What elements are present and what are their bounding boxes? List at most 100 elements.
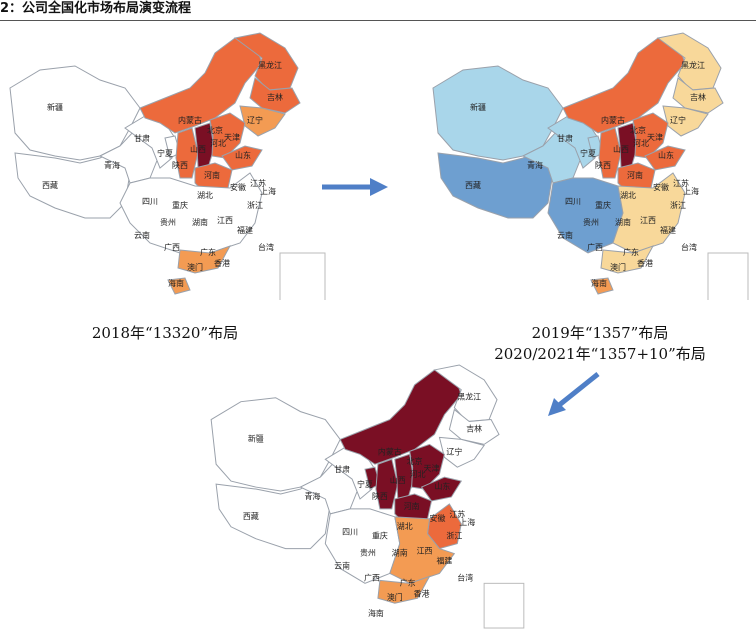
region-southwest bbox=[547, 177, 624, 254]
province-label: 广西 bbox=[164, 242, 180, 252]
region-neimenggu bbox=[562, 37, 686, 134]
region-guangdong bbox=[177, 245, 232, 274]
province-label: 重庆 bbox=[172, 200, 188, 210]
region-shaanxi bbox=[175, 127, 199, 179]
region-xizang bbox=[215, 478, 331, 550]
province-label: 新疆 bbox=[47, 102, 63, 112]
province-label: 陕西 bbox=[172, 160, 188, 170]
province-label: 浙江 bbox=[670, 200, 686, 210]
region-shandong bbox=[420, 476, 463, 502]
province-label: 西藏 bbox=[465, 180, 481, 190]
province-label: 香港 bbox=[414, 588, 430, 598]
region-guangdong bbox=[377, 575, 431, 604]
province-label: 陕西 bbox=[372, 491, 388, 501]
province-label: 台湾 bbox=[457, 572, 473, 582]
province-label: 宁夏 bbox=[157, 148, 173, 158]
province-label: 北京 bbox=[207, 125, 223, 135]
province-label: 黑龙江 bbox=[457, 392, 481, 402]
province-label: 河北 bbox=[410, 469, 426, 479]
arrow-down-left bbox=[548, 372, 600, 416]
province-label: 河南 bbox=[627, 170, 643, 180]
province-label: 新疆 bbox=[248, 433, 264, 443]
province-label: 北京 bbox=[407, 456, 423, 466]
province-label: 广西 bbox=[364, 572, 380, 582]
province-label: 内蒙古 bbox=[178, 115, 202, 125]
province-label: 吉林 bbox=[690, 92, 706, 102]
province-label: 四川 bbox=[342, 528, 358, 537]
province-label: 澳门 bbox=[187, 262, 203, 272]
region-guangdong bbox=[600, 245, 655, 274]
region-shaanxi bbox=[598, 127, 622, 179]
province-label: 浙江 bbox=[446, 531, 462, 541]
province-label: 贵州 bbox=[583, 217, 599, 227]
province-label: 上海 bbox=[459, 517, 475, 527]
province-label: 云南 bbox=[557, 230, 573, 240]
province-label: 海南 bbox=[591, 278, 607, 288]
region-south-east bbox=[119, 172, 263, 254]
province-label: 江西 bbox=[640, 216, 656, 225]
province-label: 湖南 bbox=[192, 217, 208, 227]
region-shandong bbox=[221, 145, 263, 171]
province-label: 贵州 bbox=[160, 217, 176, 227]
province-label: 湖南 bbox=[392, 548, 408, 558]
region-jilin bbox=[448, 408, 500, 445]
region-shandong bbox=[644, 145, 686, 171]
province-label: 山西 bbox=[390, 475, 406, 485]
province-label: 重庆 bbox=[372, 531, 388, 541]
figure-title: 2：公司全国化市场布局演变流程 bbox=[0, 1, 192, 16]
province-label: 山东 bbox=[434, 481, 450, 491]
region-hebei-beijing-tianjin bbox=[209, 112, 246, 159]
province-label: 澳门 bbox=[387, 592, 403, 602]
province-label: 甘肃 bbox=[134, 133, 150, 143]
province-label: 内蒙古 bbox=[601, 115, 625, 125]
province-label: 江苏 bbox=[449, 509, 465, 519]
province-label: 台湾 bbox=[681, 242, 697, 252]
province-label: 青海 bbox=[304, 491, 320, 501]
province-label: 广东 bbox=[200, 247, 216, 257]
province-label: 云南 bbox=[334, 560, 350, 570]
province-label: 安徽 bbox=[430, 513, 446, 523]
province-label: 辽宁 bbox=[446, 446, 462, 456]
region-shaanxi bbox=[375, 458, 399, 510]
province-label: 海南 bbox=[368, 608, 384, 618]
region-hainan bbox=[590, 277, 614, 295]
title-divider bbox=[0, 20, 756, 21]
province-label: 江苏 bbox=[673, 178, 689, 188]
region-hebei-beijing-tianjin bbox=[632, 112, 669, 159]
province-label: 天津 bbox=[647, 132, 663, 142]
province-label: 重庆 bbox=[595, 200, 611, 210]
region-xinjiang bbox=[9, 65, 141, 161]
province-label: 安徽 bbox=[653, 182, 669, 192]
province-label: 上海 bbox=[683, 186, 699, 196]
province-label: 西藏 bbox=[42, 180, 58, 190]
south-china-sea-inset bbox=[483, 582, 525, 629]
province-label: 湖北 bbox=[397, 522, 413, 531]
south-china-sea-inset bbox=[279, 252, 326, 300]
province-label: 福建 bbox=[436, 555, 452, 565]
province-label: 湖北 bbox=[197, 191, 213, 200]
province-label: 江苏 bbox=[250, 178, 266, 188]
province-label: 广东 bbox=[623, 247, 639, 257]
province-label: 湖北 bbox=[620, 191, 636, 200]
province-label: 山东 bbox=[235, 150, 251, 160]
province-label: 山西 bbox=[190, 144, 206, 154]
region-hebei-beijing-tianjin bbox=[409, 443, 445, 490]
province-label: 宁夏 bbox=[580, 148, 596, 158]
province-label: 天津 bbox=[224, 132, 240, 142]
province-label: 天津 bbox=[424, 463, 440, 473]
region-south-east bbox=[612, 172, 686, 254]
province-label: 浙江 bbox=[247, 200, 263, 210]
province-label: 甘肃 bbox=[334, 464, 350, 474]
province-label: 青海 bbox=[527, 160, 543, 170]
province-label: 广西 bbox=[587, 242, 603, 252]
province-label: 新疆 bbox=[470, 102, 486, 112]
province-label: 辽宁 bbox=[247, 115, 263, 125]
province-label: 四川 bbox=[142, 197, 158, 206]
region-hainan bbox=[167, 277, 191, 295]
region-neimenggu bbox=[139, 37, 263, 134]
arrow-right bbox=[322, 178, 388, 196]
region-jilin bbox=[249, 77, 301, 114]
province-label: 海南 bbox=[168, 278, 184, 288]
